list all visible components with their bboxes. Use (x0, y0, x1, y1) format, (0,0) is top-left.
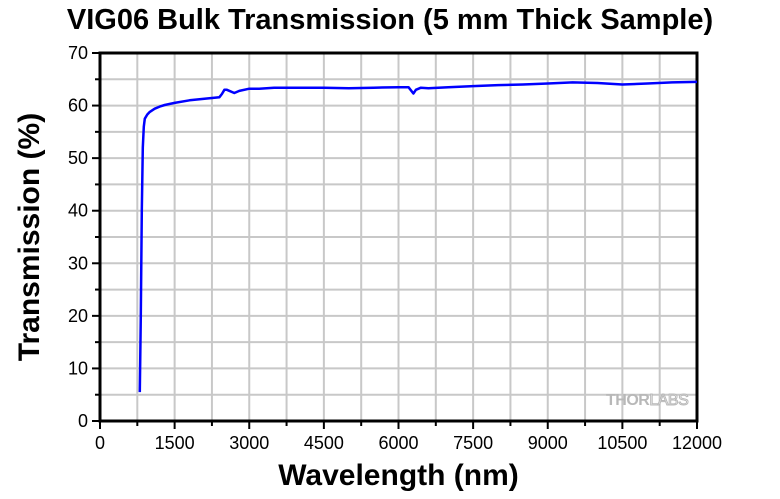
chart-title: VIG06 Bulk Transmission (5 mm Thick Samp… (66, 4, 714, 36)
x-tick-label: 3000 (229, 433, 269, 453)
y-tick-label: 40 (68, 201, 88, 221)
y-tick-label: 70 (68, 43, 88, 63)
x-axis-label: Wavelength (nm) (278, 459, 519, 492)
series-line-vig06 (138, 80, 698, 393)
x-tick-label: 1500 (155, 433, 195, 453)
y-tick-label: 30 (68, 253, 88, 273)
y-tick-label: 50 (68, 148, 88, 168)
y-tick-label: 60 (68, 96, 88, 116)
x-tick-label: 7500 (453, 433, 493, 453)
thorlabs-logo: THORLABS (606, 392, 689, 410)
x-tick-label: 10500 (597, 433, 647, 453)
y-tick-label: 0 (78, 411, 88, 431)
x-tick-label: 9000 (528, 433, 568, 453)
x-tick-label: 0 (95, 433, 105, 453)
x-tick-label: 12000 (672, 433, 722, 453)
x-tick-label: 6000 (378, 433, 418, 453)
logo-light: LABS (649, 392, 689, 410)
y-tick-label: 10 (68, 358, 88, 378)
x-tick-label: 4500 (304, 433, 344, 453)
y-tick-label: 20 (68, 306, 88, 326)
logo-bold: THOR (606, 392, 650, 409)
